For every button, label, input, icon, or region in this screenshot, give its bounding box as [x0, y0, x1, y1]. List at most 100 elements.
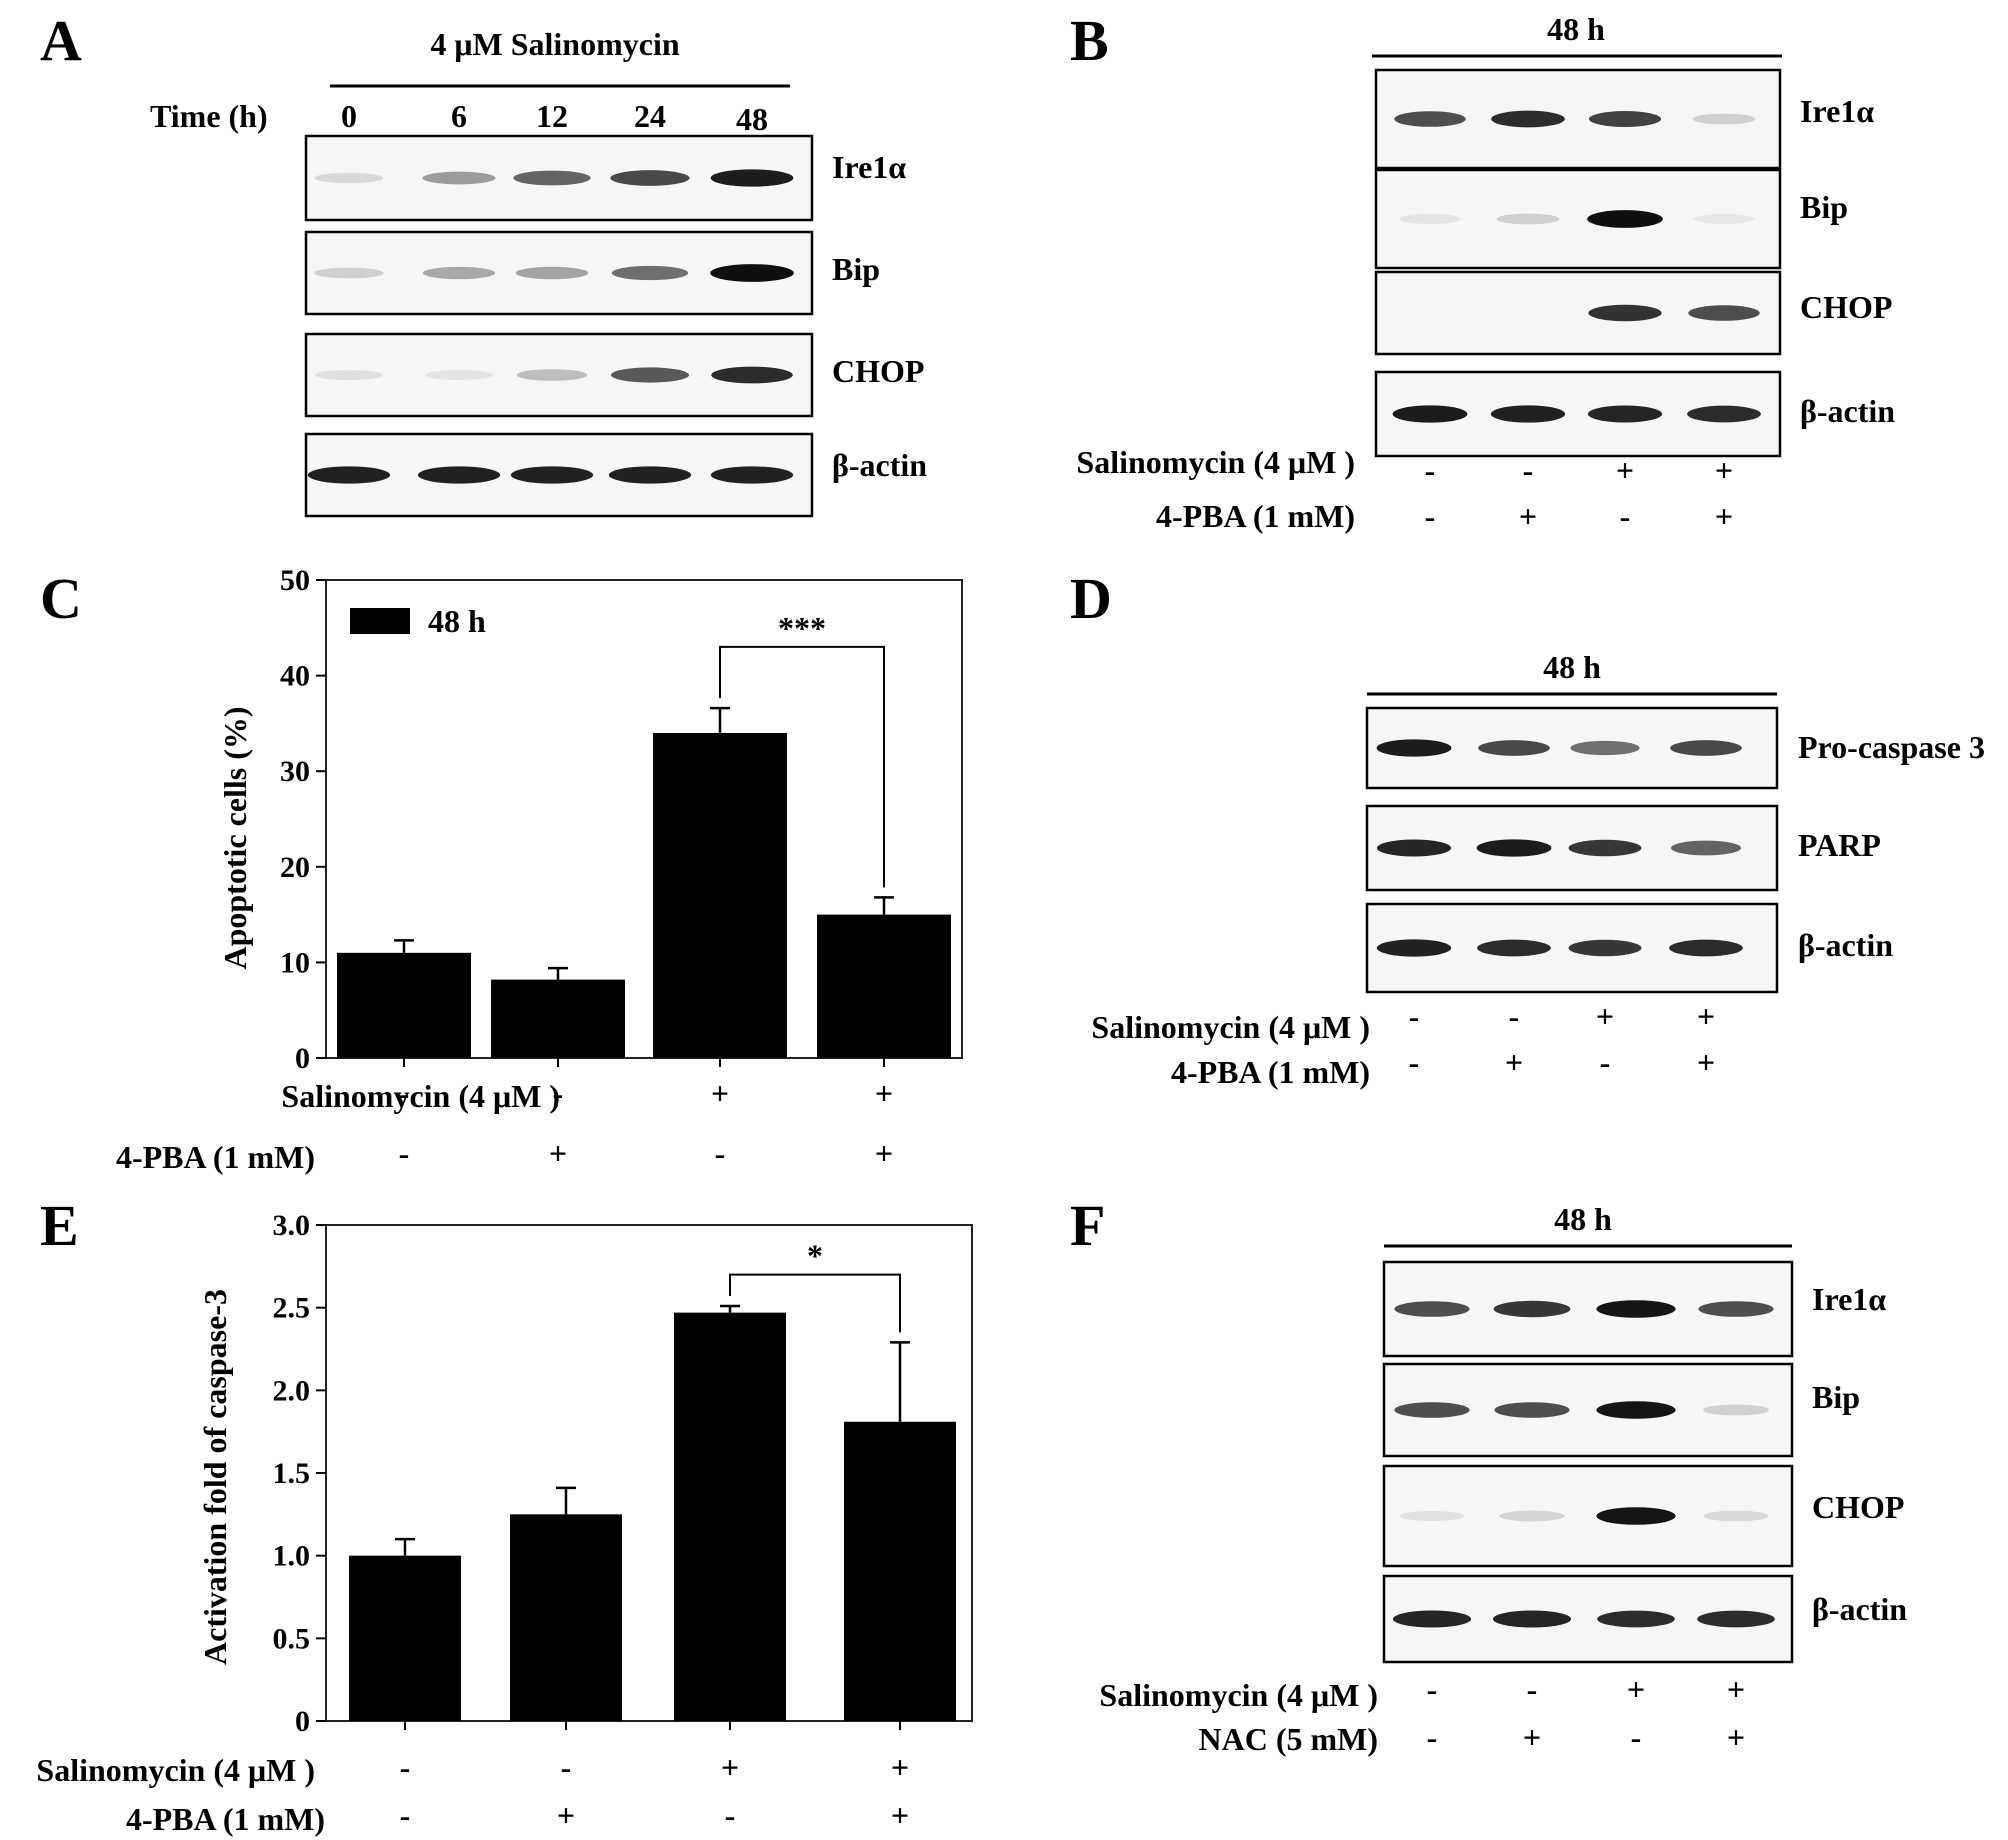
blot-band — [610, 170, 690, 186]
panel-f-row-label-bactin: β-actin — [1812, 1591, 1907, 1627]
panel-d-signs: - - + + - + - + — [1409, 998, 1715, 1080]
time-12: 12 — [536, 98, 568, 134]
bar — [653, 732, 787, 1058]
bar — [349, 1555, 461, 1721]
y-tick-label: 30 — [280, 755, 310, 788]
blot-band — [1494, 1402, 1570, 1418]
blot-band — [1491, 110, 1565, 128]
blot-band — [1697, 1610, 1775, 1628]
blot-band — [1597, 1610, 1675, 1628]
blot-band — [425, 369, 493, 381]
panel-b-blot — [1374, 68, 1782, 458]
panel-b-row-label-bactin: β-actin — [1800, 393, 1895, 429]
time-6: 6 — [451, 98, 467, 134]
time-0: 0 — [341, 98, 357, 134]
blot-band — [314, 267, 384, 279]
blot-band — [1692, 113, 1756, 125]
sign: - — [1409, 998, 1420, 1034]
sign: - — [400, 1797, 411, 1833]
blot-band — [1399, 1510, 1465, 1522]
bar — [674, 1312, 786, 1721]
panel-f-letter: F — [1070, 1193, 1105, 1258]
blot-band — [1499, 1510, 1565, 1522]
blot-band — [1493, 1300, 1571, 1318]
panel-c-legend-swatch — [350, 608, 410, 634]
blot-band — [710, 264, 794, 282]
blot-band — [1587, 405, 1663, 423]
y-tick-label: 1.0 — [273, 1540, 311, 1573]
sign: - — [1425, 452, 1436, 488]
sign: - — [1427, 1671, 1438, 1707]
y-tick-label: 10 — [280, 946, 310, 979]
panel-d-row-label-parp: PARP — [1798, 827, 1881, 863]
panel-d-letter: D — [1070, 566, 1112, 631]
panel-b-signs: - - + + - + - + — [1425, 452, 1733, 534]
panel-c-legend-text: 48 h — [428, 603, 486, 639]
sign: + — [875, 1135, 893, 1171]
panel-b-row-label-bip: Bip — [1800, 189, 1848, 225]
blot-band — [711, 366, 793, 384]
sign: + — [1519, 498, 1537, 534]
y-tick-label: 2.0 — [273, 1374, 311, 1407]
panel-b-row-label-ire1a: Ire1α — [1800, 93, 1874, 129]
panel-a: A 4 μM Salinomycin Time (h) 0 6 12 24 48… — [40, 8, 927, 518]
blot-band — [314, 369, 384, 381]
time-24: 24 — [634, 98, 666, 134]
sign: - — [1620, 498, 1631, 534]
panel-e-y-axis-label: Activation fold of caspase-3 — [197, 1289, 233, 1665]
sign: + — [721, 1749, 739, 1785]
blot-band — [1670, 740, 1742, 756]
panel-e: E Activation fold of caspase-3 0 0.5 1.0 1.… — [36, 1193, 973, 1837]
sign: + — [891, 1749, 909, 1785]
blot-band — [1671, 840, 1741, 856]
blot-band — [1399, 213, 1461, 225]
sign: + — [557, 1797, 575, 1833]
panel-f-treatment-2-label: NAC (5 mM) — [1199, 1721, 1379, 1757]
panel-a-row-label-bactin: β-actin — [832, 447, 927, 483]
panel-f-time: 48 h — [1554, 1201, 1612, 1237]
blot-band — [314, 172, 384, 184]
panel-b-letter: B — [1070, 8, 1109, 73]
blot-band — [1570, 740, 1640, 756]
sign: + — [1616, 452, 1634, 488]
sign: - — [561, 1749, 572, 1785]
blot-band — [1596, 1401, 1676, 1419]
sign: - — [1631, 1719, 1642, 1755]
sign: - — [1523, 452, 1534, 488]
sign: - — [1427, 1719, 1438, 1755]
panel-f: F 48 h Ire1α Bip CHOP β-actin Salinomyci… — [1070, 1193, 1907, 1757]
blot-band — [1688, 305, 1760, 321]
panel-c-treatment-2-label: 4-PBA (1 mM) — [116, 1139, 315, 1175]
panel-a-letter: A — [40, 8, 82, 73]
blot-band — [1588, 111, 1662, 127]
blot-band — [1703, 1510, 1769, 1522]
panel-b-treatment-2-label: 4-PBA (1 mM) — [1156, 498, 1355, 534]
blot-band — [513, 170, 591, 186]
panel-e-chart: 0 0.5 1.0 1.5 2.0 2.5 3.0 * — [273, 1209, 973, 1738]
panel-d: D 48 h Pro-caspase 3 PARP β-actin Salino… — [1070, 566, 1985, 1090]
panel-f-blot — [1382, 1260, 1794, 1664]
panel-f-signs: - - + + - + - + — [1427, 1671, 1745, 1755]
blot-band — [510, 466, 594, 484]
sign: - — [399, 1075, 410, 1111]
sign: - — [1425, 498, 1436, 534]
blot-band — [1669, 939, 1743, 957]
panel-f-treatment-1-label: Salinomycin (4 μM ) — [1099, 1677, 1378, 1713]
sign: - — [715, 1135, 726, 1171]
panel-e-treatment-2-label: 4-PBA (1 mM) — [126, 1801, 325, 1837]
sign: - — [553, 1075, 564, 1111]
panel-a-row-label-ire1a: Ire1α — [832, 149, 906, 185]
blot-band — [1477, 939, 1551, 957]
blot-band — [1490, 405, 1566, 423]
time-48: 48 — [736, 101, 768, 137]
bar — [844, 1421, 956, 1721]
panel-e-letter: E — [40, 1193, 79, 1258]
panel-e-treatment-1-label: Salinomycin (4 μM ) — [36, 1752, 315, 1788]
panel-c: C Apoptotic cells (%) 0 10 20 30 40 50 *** 48 … — [40, 564, 963, 1175]
significance-bracket — [719, 645, 885, 888]
panel-c-signs: - - + + - + - + — [399, 1075, 893, 1171]
bar — [491, 979, 625, 1058]
sign: + — [1715, 498, 1733, 534]
blot-band — [1478, 740, 1550, 756]
blot-band — [1394, 1301, 1470, 1317]
